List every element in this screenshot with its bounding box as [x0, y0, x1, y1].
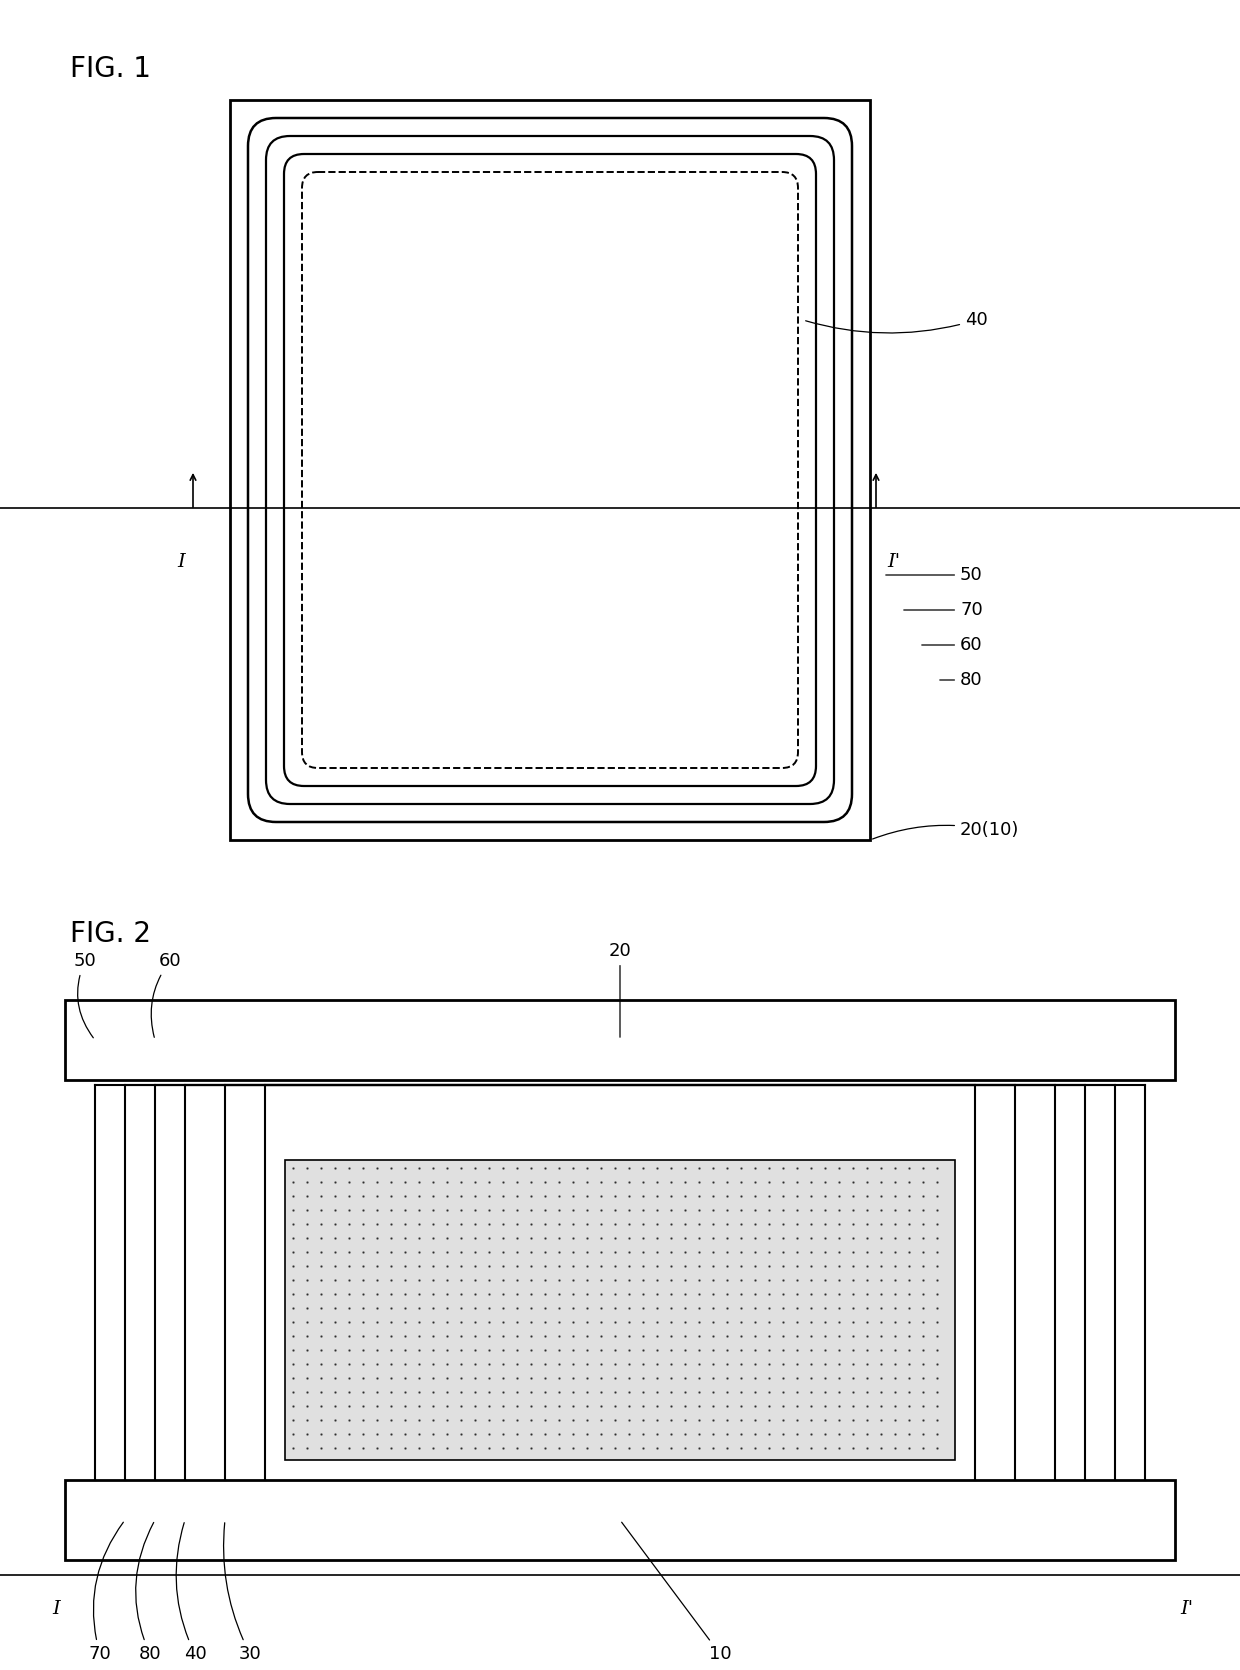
Text: 80: 80	[135, 1523, 161, 1663]
Bar	[64, 1000, 1176, 1080]
Text: I': I'	[1180, 1600, 1193, 1618]
Text: 40: 40	[176, 1523, 206, 1663]
Text: 30: 30	[223, 1523, 262, 1663]
Bar	[285, 1161, 955, 1460]
Bar	[64, 1480, 1176, 1560]
Text: FIG. 2: FIG. 2	[69, 920, 151, 949]
Text: I: I	[177, 553, 185, 571]
Text: 70: 70	[88, 1523, 123, 1663]
Text: 20: 20	[609, 942, 631, 1037]
Text: 10: 10	[621, 1523, 732, 1663]
Text: 60: 60	[921, 636, 982, 655]
Text: FIG. 1: FIG. 1	[69, 55, 151, 84]
Bar	[229, 100, 870, 840]
Text: I': I'	[888, 553, 900, 571]
Text: 80: 80	[940, 671, 982, 690]
Text: 20(10): 20(10)	[873, 822, 1019, 838]
Text: 50: 50	[73, 952, 97, 1037]
Text: 50: 50	[885, 566, 983, 584]
Text: 60: 60	[151, 952, 181, 1037]
Text: 70: 70	[904, 601, 983, 620]
Text: 40: 40	[806, 311, 988, 332]
Text: I: I	[52, 1600, 60, 1618]
